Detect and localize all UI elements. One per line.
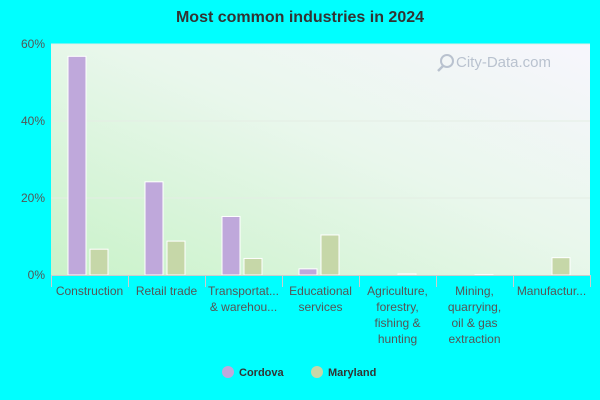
magnifier-icon [437,54,454,72]
x-tick-label: Mining, quarrying, oil & gas extraction [448,284,501,346]
x-tick-label: Construction [56,284,123,298]
bar-maryland[interactable] [397,273,417,276]
bar-maryland[interactable] [166,240,186,276]
bar-maryland[interactable] [551,257,571,276]
x-tick-label: Agriculture, forestry, fishing & hunting [367,284,428,346]
y-tick-label: 60% [21,37,45,51]
watermark: City-Data.com [437,54,551,72]
bar-maryland[interactable] [320,234,340,276]
legend-swatch-cordova [222,366,234,378]
y-tick-label: 40% [21,114,45,128]
bar-cordova[interactable] [144,181,164,276]
x-tick-label: Manufactur... [517,284,586,298]
bar-maryland[interactable] [89,248,109,276]
chart-title: Most common industries in 2024 [175,9,425,26]
x-tick-label: Educational services [289,284,352,314]
y-tick-label: 20% [21,191,45,205]
bar-cordova[interactable] [67,55,87,276]
x-tick-label: Transportat... & warehou... [208,284,279,314]
watermark-text: City-Data.com [456,54,551,71]
y-tick-label: 0% [28,268,46,282]
legend-label-maryland: Maryland [328,367,376,379]
bar-cordova[interactable] [298,268,318,276]
bar-cordova[interactable] [221,215,241,276]
x-tick-label: Retail trade [136,284,198,298]
bar-maryland[interactable] [243,257,263,276]
legend-label-cordova: Cordova [239,367,285,379]
legend-swatch-maryland [311,366,323,378]
